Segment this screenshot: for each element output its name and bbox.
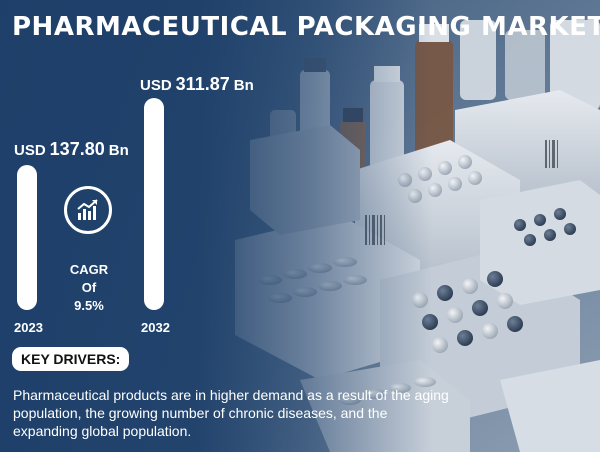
year-2023-label: 2023 xyxy=(14,320,43,335)
currency-2032: USD xyxy=(140,77,172,94)
unit-2023: Bn xyxy=(108,142,129,159)
cagr-block: CAGR Of 9.5% xyxy=(60,261,118,315)
amount-2032: 311.87 xyxy=(175,74,230,94)
growth-chart-icon xyxy=(64,186,112,234)
page-title: PHARMACEUTICAL PACKAGING MARKET xyxy=(12,12,600,42)
cagr-label: CAGR xyxy=(69,262,109,277)
year-2032-label: 2032 xyxy=(141,320,170,335)
value-2023: USD 137.80 Bn xyxy=(14,139,129,160)
cagr-of-label: Of xyxy=(81,280,97,295)
currency-2023: USD xyxy=(14,142,46,159)
growth-chart-icon-glyph xyxy=(77,199,98,220)
bar-2023 xyxy=(17,165,37,310)
key-drivers-heading: KEY DRIVERS: xyxy=(12,347,130,371)
bar-2032 xyxy=(144,98,164,310)
value-2032: USD 311.87 Bn xyxy=(140,74,254,95)
key-drivers-text: Pharmaceutical products are in higher de… xyxy=(13,387,449,439)
amount-2023: 137.80 xyxy=(49,139,105,159)
unit-2032: Bn xyxy=(233,77,254,94)
cagr-value: 9.5% xyxy=(74,298,104,313)
